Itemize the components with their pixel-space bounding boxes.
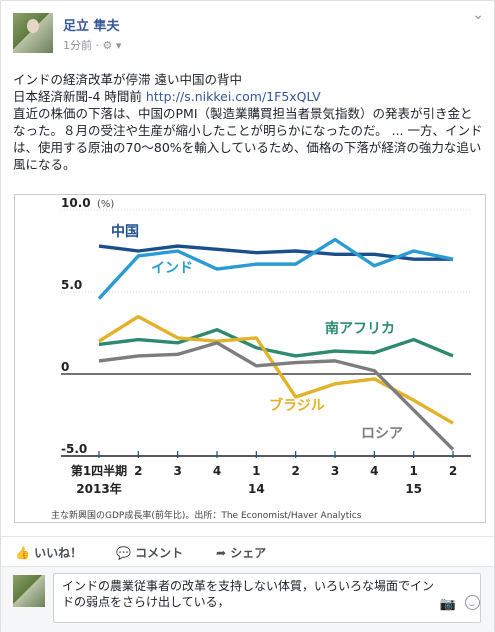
x-tick-label: 3 [331, 464, 339, 478]
post-options-chevron-icon[interactable]: ⌄ [472, 7, 484, 23]
series-label: ブラジル [269, 397, 325, 414]
x-tick-label: 2 [291, 464, 299, 478]
post-source: 日本経済新聞-4 時間前 [13, 89, 142, 104]
x-tick-label: 1 [409, 464, 417, 478]
series-line-ロシア [98, 341, 455, 451]
year-label: 2013年 [76, 481, 121, 496]
share-button[interactable]: ➦ シェア [216, 544, 266, 561]
year-label: 14 [248, 482, 265, 496]
chevron-down-icon[interactable]: ▾ [115, 39, 122, 52]
series-line-インド [97, 237, 454, 300]
avatar[interactable] [13, 13, 53, 53]
x-tick-label: 2 [449, 464, 457, 478]
x-tick-label: 第1四半期 [71, 463, 127, 478]
dot: · [95, 39, 100, 52]
year-label: 15 [405, 482, 422, 496]
x-tick-label: 4 [213, 464, 221, 478]
post-text: インドの経済改革が停滞 遠い中国の背中 日本経済新聞-4 時間前 http://… [13, 71, 483, 173]
x-tick-label: 4 [370, 464, 378, 478]
gdp-chart[interactable]: 10.0 5.0 0 -5.0 (%) 第1四半期 2 3 4 1 2 3 4 1 2 2013年 14 15 中国… [14, 194, 486, 523]
post-meta: 1分前 · ⚙ ▾ [63, 37, 121, 53]
audience-icon[interactable]: ⚙ [102, 39, 113, 52]
author-name[interactable]: 足立 隼夫 [63, 19, 120, 34]
comment-button[interactable]: 💬 コメント [116, 544, 183, 561]
chart-svg: 10.0 5.0 0 -5.0 (%) 第1四半期 2 3 4 1 2 3 4 1 2 2013年 14 15 中国… [51, 196, 471, 521]
comment-label: コメント [135, 546, 184, 560]
x-tick-label: 2 [134, 464, 142, 478]
commenter-avatar [13, 575, 45, 607]
post-link[interactable]: http://s.nikkei.com/1F5xQLV [145, 89, 321, 104]
y-unit-label: (%) [97, 199, 114, 210]
comment-composer: インドの農業従事者の改革を支持しない体質，いろいろな場面でインドの弱点をさらけ出… [1, 566, 494, 632]
y-tick-label: 0 [61, 360, 69, 374]
post-headline: インドの経済改革が停滞 遠い中国の背中 [13, 72, 242, 87]
share-icon: ➦ [216, 546, 227, 560]
comment-icon: 💬 [116, 546, 131, 560]
post-body: 直近の株価の下落は、中国のPMI（製造業購買担当者景気指数）の発表が引き金となっ… [13, 106, 483, 172]
series-label: 南アフリカ [325, 320, 395, 337]
x-tick-label: 3 [173, 464, 181, 478]
like-label: いいね！ [34, 546, 83, 560]
chart-caption: 主な新興国のGDP成長率(前年比)。出所：The Economist/Haver… [51, 509, 362, 521]
y-tick-label: 10.0 [61, 196, 91, 210]
camera-icon[interactable]: 📷 [439, 597, 456, 612]
comment-input[interactable]: インドの農業従事者の改革を支持しない体質，いろいろな場面でインドの弱点をさらけ出… [53, 573, 481, 623]
series-label: 中国 [111, 223, 139, 240]
y-tick-label: 5.0 [61, 278, 82, 292]
series-label: インド [151, 260, 193, 276]
series-label: ロシア [361, 426, 403, 442]
share-label: シェア [230, 546, 267, 560]
x-tick-label: 1 [252, 464, 260, 478]
comment-input-text: インドの農業従事者の改革を支持しない体質，いろいろな場面でインドの弱点をさらけ出… [62, 579, 435, 609]
action-bar: 👍 いいね！ 💬 コメント ➦ シェア [1, 536, 494, 567]
thumbs-up-icon: 👍 [15, 546, 30, 560]
like-button[interactable]: 👍 いいね！ [15, 544, 82, 561]
post-time[interactable]: 1分前 [63, 39, 92, 52]
post-source-line: 日本経済新聞-4 時間前 http://s.nikkei.com/1F5xQLV [13, 88, 483, 105]
series-line-南アフリカ [98, 328, 454, 358]
y-tick-label: -5.0 [61, 442, 87, 456]
emoji-icon[interactable] [465, 595, 480, 610]
